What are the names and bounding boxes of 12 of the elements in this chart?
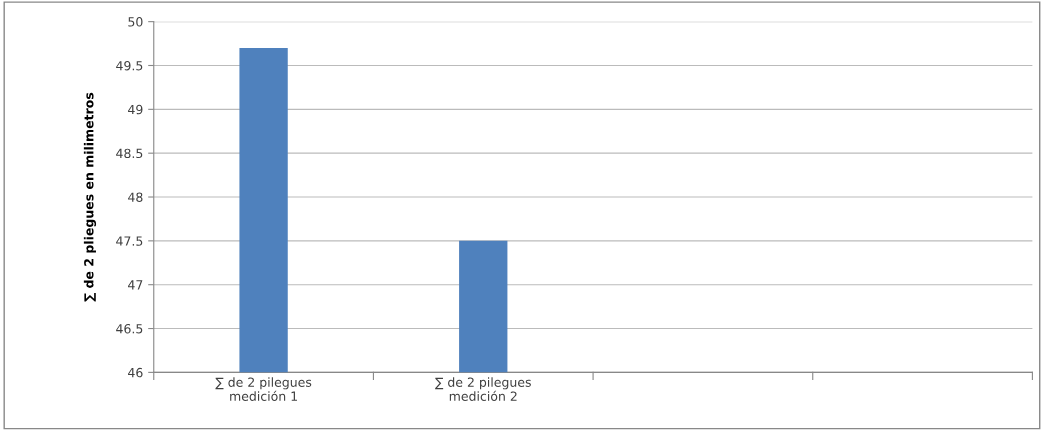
y-tick-label: 47 [128,280,143,290]
y-tick-label: 46.5 [116,324,143,334]
y-tick-label: 50 [128,17,143,27]
y-tick-label: 47.5 [116,236,143,246]
x-tick-label: ∑ de 2 pilegues medición 1 [215,377,312,401]
y-tick-label: 49.5 [116,60,143,71]
y-tick-label: 46 [128,367,143,378]
y-tick-label: 49 [128,104,143,115]
y-tick-label: 48 [128,192,143,202]
y-axis-title: ∑ de 2 pliegues en milimetros [83,92,97,302]
y-tick-label: 48.5 [116,148,143,159]
x-tick-label: ∑ de 2 pilegues medición 2 [435,377,531,401]
